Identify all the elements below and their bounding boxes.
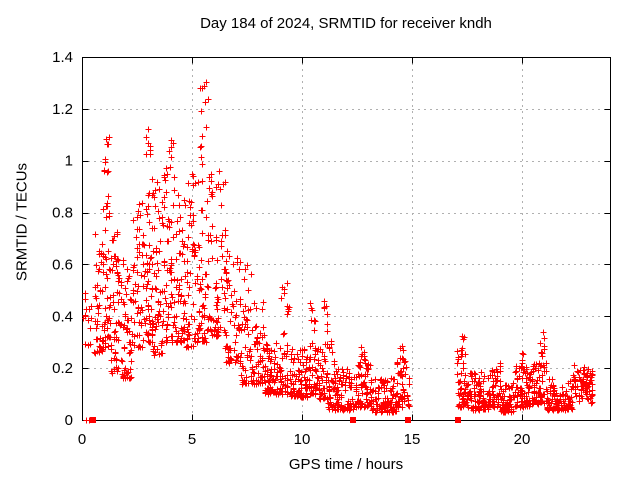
x-tick-label: 0 [78,431,86,448]
x-tick-label: 15 [404,431,421,448]
x-tick-label: 5 [188,431,196,448]
x-tick-label: 10 [294,431,311,448]
axis-plus-markers [83,417,93,424]
scatter-points [82,79,596,416]
axis-gap-square-marker [350,417,356,423]
y-tick-label: 0.4 [52,308,73,325]
axis-gap-square-marker [90,417,96,423]
plot-border [82,57,611,421]
grid-lines [82,57,610,420]
y-tick-label: 0.8 [52,205,73,222]
x-axis-label: GPS time / hours [288,456,404,473]
axis-gap-square-marker [405,417,411,423]
chart-title: Day 184 of 2024, SRMTID for receiver knd… [200,15,492,32]
x-tick-label: 20 [514,431,531,448]
y-tick-label: 1.2 [52,101,73,118]
y-tick-label: 1.4 [52,49,73,66]
y-tick-label: 0 [65,412,73,429]
axis-gap-square-marker [455,417,461,423]
y-tick-label: 1 [65,153,73,170]
y-tick-label: 0.6 [52,256,73,273]
y-tick-label: 0.2 [52,360,73,377]
